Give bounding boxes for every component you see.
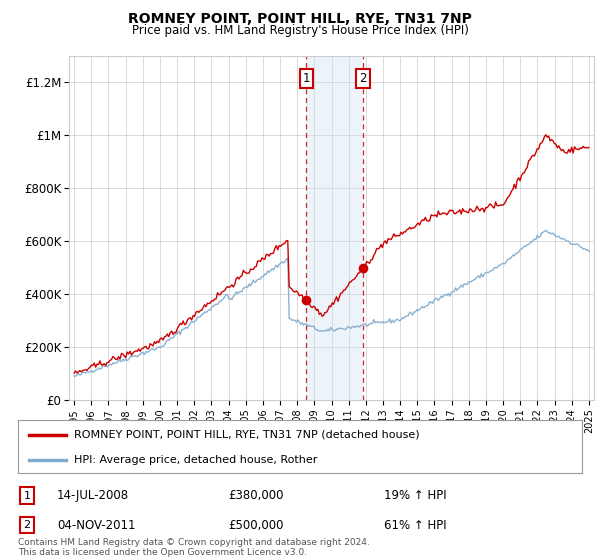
Text: 19% ↑ HPI: 19% ↑ HPI (384, 489, 446, 502)
Text: £380,000: £380,000 (228, 489, 284, 502)
Text: 2: 2 (359, 72, 367, 85)
Text: Price paid vs. HM Land Registry's House Price Index (HPI): Price paid vs. HM Land Registry's House … (131, 24, 469, 36)
Text: 14-JUL-2008: 14-JUL-2008 (57, 489, 129, 502)
Text: 04-NOV-2011: 04-NOV-2011 (57, 519, 136, 532)
Text: 61% ↑ HPI: 61% ↑ HPI (384, 519, 446, 532)
Text: 2: 2 (23, 520, 31, 530)
Text: ROMNEY POINT, POINT HILL, RYE, TN31 7NP: ROMNEY POINT, POINT HILL, RYE, TN31 7NP (128, 12, 472, 26)
Text: 1: 1 (23, 491, 31, 501)
Text: HPI: Average price, detached house, Rother: HPI: Average price, detached house, Roth… (74, 455, 318, 465)
Text: £500,000: £500,000 (228, 519, 284, 532)
Bar (307, 56, 363, 400)
Text: 1: 1 (303, 72, 310, 85)
Text: ROMNEY POINT, POINT HILL, RYE, TN31 7NP (detached house): ROMNEY POINT, POINT HILL, RYE, TN31 7NP … (74, 430, 420, 440)
Text: Contains HM Land Registry data © Crown copyright and database right 2024.
This d: Contains HM Land Registry data © Crown c… (18, 538, 370, 557)
